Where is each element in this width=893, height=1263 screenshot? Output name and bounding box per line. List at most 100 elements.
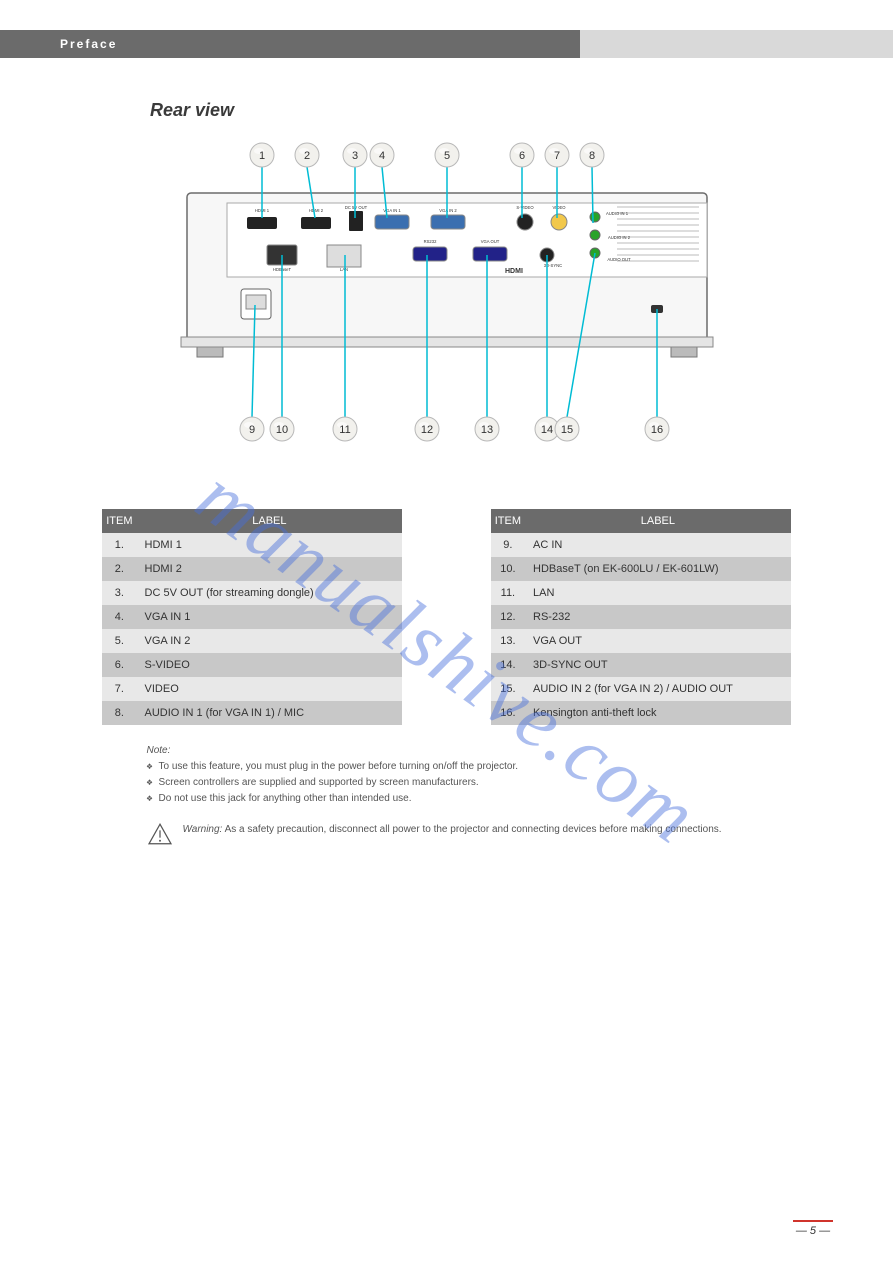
table-row: 15.AUDIO IN 2 (for VGA IN 2) / AUDIO OUT [491,677,791,701]
parts-table: ITEM LABEL 1.HDMI 12.HDMI 23.DC 5V OUT (… [60,479,833,725]
item-label: VGA OUT [525,629,791,653]
warning-body: As a safety precaution, disconnect all p… [225,824,722,835]
item-number: 8. [102,701,136,725]
table-row: 2.HDMI 2 [102,557,402,581]
parts-table-right: ITEM LABEL 9.AC IN10.HDBaseT (on EK-600L… [491,509,791,725]
table-row: 13.VGA OUT [491,629,791,653]
svg-text:8: 8 [588,150,594,162]
svg-text:12: 12 [420,424,432,436]
svg-text:9: 9 [248,424,254,436]
table-row: 16.Kensington anti-theft lock [491,701,791,725]
item-label: Kensington anti-theft lock [525,701,791,725]
table-row: 9.AC IN [491,533,791,557]
item-number: 12. [491,605,525,629]
diagram-svg: HDMIHDMI 1HDMI 2DC 5V OUTVGA IN 1VGA IN … [127,133,767,453]
item-number: 3. [102,581,136,605]
table-row: 3.DC 5V OUT (for streaming dongle) [102,581,402,605]
item-number: 14. [491,653,525,677]
table-row: 6.S-VIDEO [102,653,402,677]
item-label: 3D-SYNC OUT [525,653,791,677]
svg-text:VIDEO: VIDEO [552,205,566,210]
notes-header: Note: [147,745,747,756]
table-row: 8.AUDIO IN 1 (for VGA IN 1) / MIC [102,701,402,725]
svg-text:RS232: RS232 [423,239,436,244]
svg-text:VGA OUT: VGA OUT [480,239,499,244]
item-number: 10. [491,557,525,581]
item-number: 5. [102,629,136,653]
warning-header: Warning: [183,824,223,835]
item-label: HDBaseT (on EK-600LU / EK-601LW) [525,557,791,581]
item-label: HDMI 2 [137,557,403,581]
col-item: ITEM [491,509,525,533]
item-label: AUDIO IN 2 (for VGA IN 2) / AUDIO OUT [525,677,791,701]
item-label: VGA IN 2 [137,629,403,653]
table-row: 4.VGA IN 1 [102,605,402,629]
svg-text:VGA IN 2: VGA IN 2 [439,208,457,213]
table-row: 1.HDMI 1 [102,533,402,557]
warning-icon [147,823,173,845]
note-item: ❖To use this feature, you must plug in t… [147,760,747,773]
svg-text:11: 11 [339,424,350,436]
svg-text:16: 16 [650,424,662,436]
table-row: 14.3D-SYNC OUT [491,653,791,677]
svg-text:HDMI: HDMI [505,268,523,275]
col-label: LABEL [137,509,403,533]
section-title: Rear view [150,100,833,121]
table-row: 7.VIDEO [102,677,402,701]
item-number: 13. [491,629,525,653]
item-number: 16. [491,701,525,725]
item-number: 7. [102,677,136,701]
table-row: 5.VGA IN 2 [102,629,402,653]
note-item: ❖Screen controllers are supplied and sup… [147,776,747,789]
svg-text:AUDIO IN 2: AUDIO IN 2 [607,235,630,240]
item-label: RS-232 [525,605,791,629]
warning-block: Warning: As a safety precaution, disconn… [147,823,747,845]
svg-text:14: 14 [540,424,552,436]
rear-view-diagram: HDMIHDMI 1HDMI 2DC 5V OUTVGA IN 1VGA IN … [127,133,767,453]
parts-table-left: ITEM LABEL 1.HDMI 12.HDMI 23.DC 5V OUT (… [102,509,402,725]
svg-text:LAN: LAN [339,267,347,272]
svg-text:6: 6 [518,150,524,162]
svg-text:3: 3 [351,150,357,162]
svg-text:AUDIO IN 1: AUDIO IN 1 [605,211,628,216]
page-header: Preface [0,30,893,58]
svg-text:13: 13 [480,424,492,436]
item-number: 2. [102,557,136,581]
item-label: HDMI 1 [137,533,403,557]
header-spacer [580,30,893,58]
svg-text:10: 10 [275,424,287,436]
item-label: AUDIO IN 1 (for VGA IN 1) / MIC [137,701,403,725]
item-label: S-VIDEO [137,653,403,677]
item-label: VIDEO [137,677,403,701]
item-number: 9. [491,533,525,557]
svg-text:DC 5V OUT: DC 5V OUT [344,205,367,210]
item-label: LAN [525,581,791,605]
warning-text: Warning: As a safety precaution, disconn… [183,823,722,845]
item-label: VGA IN 1 [137,605,403,629]
page: Preface Rear view HDMIHDMI 1HDMI 2DC 5V … [0,0,893,1263]
header-title: Preface [0,30,580,58]
table-row: 11.LAN [491,581,791,605]
svg-text:15: 15 [560,424,572,436]
svg-text:2: 2 [303,150,309,162]
item-number: 6. [102,653,136,677]
item-label: DC 5V OUT (for streaming dongle) [137,581,403,605]
svg-text:HDMI 2: HDMI 2 [308,208,323,213]
item-number: 11. [491,581,525,605]
item-number: 15. [491,677,525,701]
item-number: 1. [102,533,136,557]
col-item: ITEM [102,509,136,533]
svg-text:4: 4 [378,150,384,162]
table-row: 10.HDBaseT (on EK-600LU / EK-601LW) [491,557,791,581]
page-number: — 5 — [793,1220,833,1237]
svg-text:1: 1 [258,150,264,162]
svg-text:AUDIO OUT: AUDIO OUT [607,257,631,262]
svg-text:7: 7 [553,150,559,162]
svg-text:S-VIDEO: S-VIDEO [516,205,534,210]
table-row: 12.RS-232 [491,605,791,629]
col-label: LABEL [525,509,791,533]
item-number: 4. [102,605,136,629]
notes-block: Note: ❖To use this feature, you must plu… [147,745,747,805]
item-label: AC IN [525,533,791,557]
note-item: ❖Do not use this jack for anything other… [147,792,747,805]
